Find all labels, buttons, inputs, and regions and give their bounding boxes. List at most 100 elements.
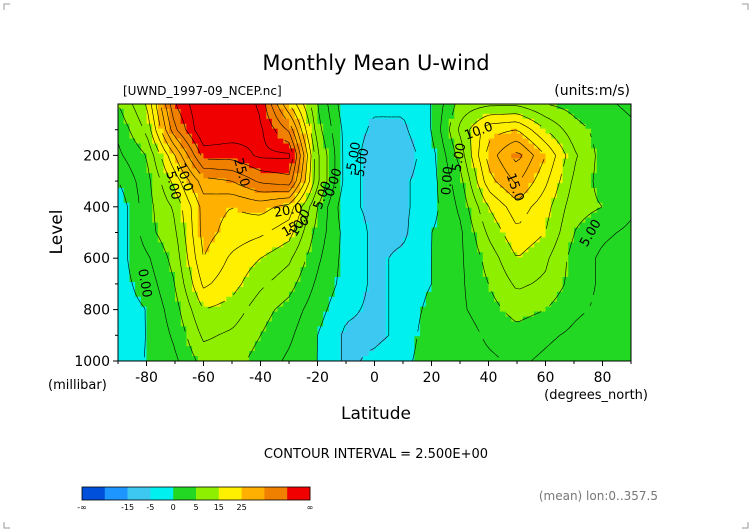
heatmap-cell [135,242,142,248]
heatmap-cell [209,321,216,327]
heatmap-cell [271,138,278,144]
heatmap-cell [232,192,239,199]
heatmap-cell [414,113,421,120]
heatmap-cell [596,262,603,268]
heatmap-cell [477,356,484,362]
heatmap-cell [357,252,364,258]
heatmap-cell [328,296,335,303]
heatmap-cell [380,138,387,144]
heatmap-cell [169,291,176,298]
heatmap-cell [346,133,353,139]
heatmap-cell [385,242,392,248]
heatmap-cell [477,272,484,278]
heatmap-cell [625,113,632,120]
heatmap-cell [346,331,353,337]
heatmap-cell [169,104,176,110]
heatmap-cell [448,173,455,179]
heatmap-cell [499,321,506,327]
heatmap-cell [397,118,404,125]
heatmap-cell [556,272,563,278]
heatmap-cell [397,227,404,233]
heatmap-cell [368,356,375,362]
heatmap-cell [289,237,296,243]
heatmap-cell [157,306,164,312]
heatmap-cell [214,108,221,115]
heatmap-cell [306,104,313,110]
heatmap-cell [135,276,142,283]
heatmap-cell [140,341,147,347]
heatmap-cell [442,168,449,174]
heatmap-cell [152,281,159,288]
heatmap-cell [175,262,182,268]
heatmap-cell [220,148,227,154]
heatmap-cell [431,286,438,293]
heatmap-cell [277,207,284,214]
heatmap-cell [254,133,261,139]
heatmap-cell [197,104,204,110]
heatmap-cell [591,153,598,159]
heatmap-cell [437,276,444,283]
heatmap-cell [192,301,199,308]
heatmap-cell [403,153,410,159]
heatmap-cell [391,158,398,164]
heatmap-cell [442,291,449,298]
heatmap-cell [408,183,415,189]
heatmap-cell [368,153,375,159]
heatmap-cell [420,276,427,283]
heatmap-cell [220,286,227,293]
heatmap-cell [340,262,347,268]
heatmap-cell [357,326,364,332]
heatmap-cell [283,252,290,258]
heatmap-cell [152,163,159,169]
heatmap-cell [271,133,278,139]
heatmap-cell [454,301,461,308]
heatmap-cell [306,286,313,293]
heatmap-cell [545,138,552,144]
heatmap-cell [277,133,284,139]
heatmap-cell [180,341,187,347]
heatmap-cell [311,267,318,273]
heatmap-cell [232,153,239,159]
heatmap-cell [505,192,512,199]
heatmap-cell [494,217,501,224]
heatmap-cell [460,227,467,233]
heatmap-cell [528,178,535,184]
heatmap-cell [368,183,375,189]
heatmap-cell [220,272,227,278]
heatmap-cell [289,183,296,189]
heatmap-cell [454,286,461,293]
heatmap-cell [522,227,529,233]
heatmap-cell [146,197,153,204]
heatmap-cell [585,138,592,144]
heatmap-cell [471,242,478,248]
heatmap-cell [534,306,541,312]
heatmap-cell [249,296,256,303]
heatmap-cell [625,202,632,209]
heatmap-cell [568,272,575,278]
heatmap-cell [243,346,250,352]
heatmap-cell [579,202,586,209]
heatmap-cell [545,272,552,278]
heatmap-cell [357,207,364,214]
heatmap-cell [608,148,615,154]
heatmap-cell [517,222,524,228]
heatmap-cell [488,237,495,243]
heatmap-cell [289,262,296,268]
heatmap-cell [591,178,598,184]
heatmap-cell [300,242,307,248]
heatmap-cell [556,227,563,233]
heatmap-cell [266,346,273,352]
heatmap-cell [562,113,569,120]
heatmap-cell [408,178,415,184]
heatmap-cell [157,148,164,154]
heatmap-cell [482,197,489,204]
heatmap-cell [437,153,444,159]
heatmap-cell [385,168,392,174]
heatmap-cell [448,113,455,120]
heatmap-cell [403,267,410,273]
heatmap-cell [152,173,159,179]
heatmap-cell [254,217,261,224]
heatmap-cell [123,336,130,342]
heatmap-cell [277,148,284,154]
heatmap-cell [214,192,221,199]
